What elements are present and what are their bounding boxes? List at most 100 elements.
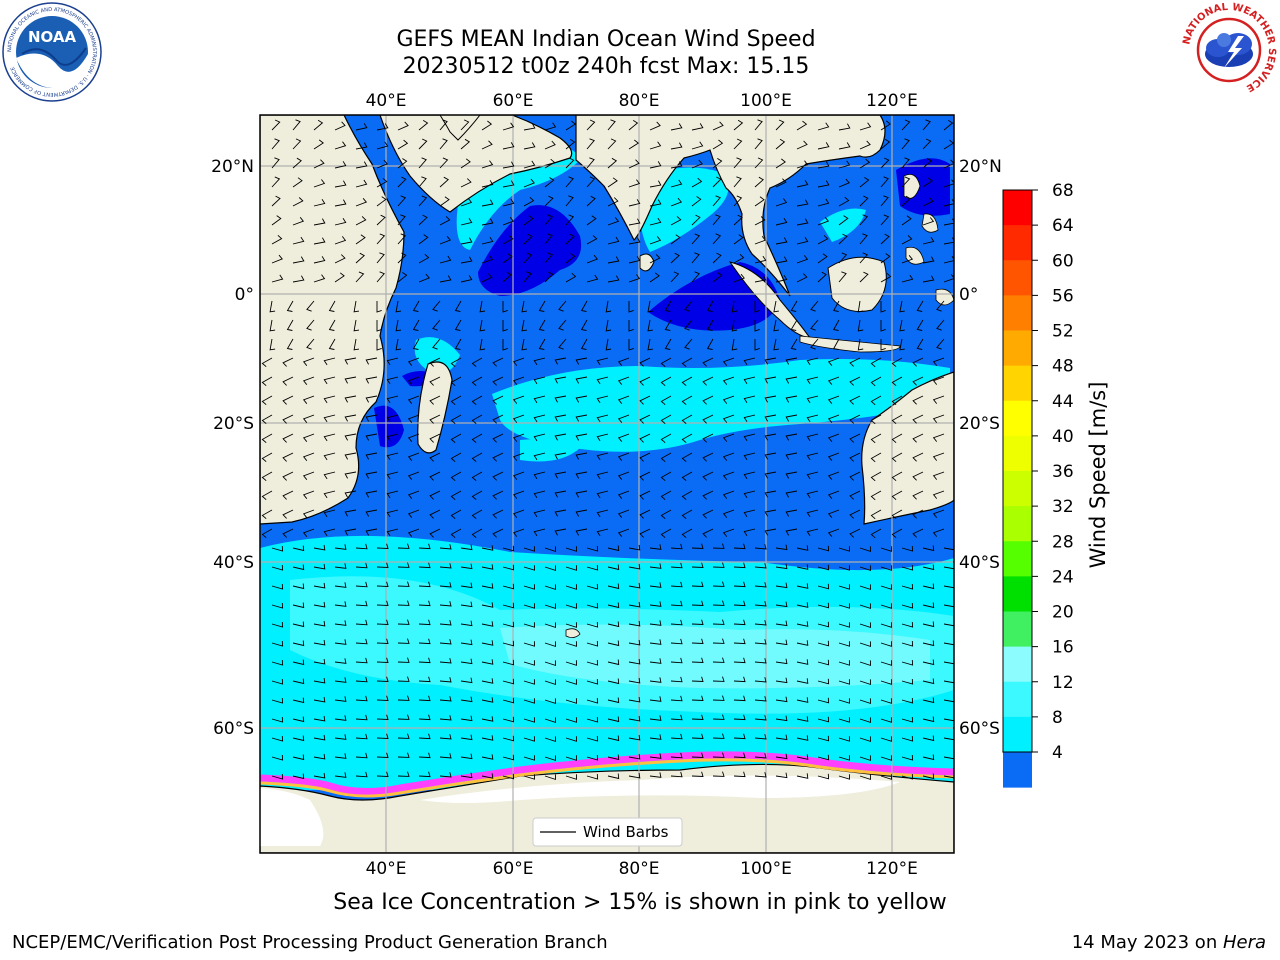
wind-barb [586, 583, 599, 590]
wind-barb [806, 471, 819, 480]
wind-barb [733, 600, 746, 607]
wind-barb [365, 414, 378, 422]
colorbar-tick-label: 4 [1052, 743, 1063, 763]
sea-ice-caption: Sea Ice Concentration > 15% is shown in … [333, 890, 947, 915]
wind-barb [754, 639, 767, 645]
wind-barb [365, 509, 378, 517]
wind-barb [544, 271, 554, 283]
wind-barb [901, 697, 914, 704]
wind-barb [334, 620, 347, 626]
lon-labels-bottom: 40°E 60°E 80°E 100°E 120°E [366, 859, 918, 879]
wind-barb [754, 696, 767, 702]
wind-barb [859, 622, 871, 629]
wind-barb [806, 357, 819, 366]
wind-barb [554, 528, 567, 536]
wind-barb [722, 509, 735, 518]
wind-barb [901, 678, 914, 685]
wind-barb [607, 659, 620, 666]
wind-barb [712, 176, 722, 188]
wind-barb [733, 253, 745, 264]
wind-barb [838, 622, 850, 628]
wind-barb [271, 716, 284, 723]
wind-barb [712, 272, 723, 283]
wind-barb [754, 601, 767, 607]
wind-barb [922, 621, 935, 628]
wind-barb [754, 119, 763, 131]
wind-barb [664, 319, 672, 331]
wind-barb [481, 255, 494, 264]
wind-barb [292, 545, 305, 552]
wind-barb [649, 236, 662, 245]
wind-barb [334, 199, 347, 207]
wind-barb [302, 395, 315, 404]
wind-barb [334, 715, 347, 721]
wind-barb [628, 753, 641, 760]
map-area [260, 115, 954, 853]
colorbar-ticks: 68 64 60 56 52 48 44 40 36 32 28 24 20 16 12 8 4 [1032, 181, 1074, 763]
wind-barb [796, 716, 809, 722]
wind-barb [660, 395, 672, 406]
wind-barb [943, 159, 954, 169]
wind-barb [376, 657, 389, 663]
wind-barb [901, 754, 914, 761]
colorbar-segment [1003, 646, 1032, 683]
wind-barb [733, 195, 743, 207]
wind-barb [313, 582, 326, 589]
noaa-logo: NOAA NATIONAL OCEANIC AND ATMOSPHERIC AD… [2, 2, 102, 102]
wind-barb [754, 658, 767, 664]
wind-barb [418, 752, 431, 759]
wind-barb [901, 773, 914, 780]
wind-barb [912, 376, 924, 386]
wind-barb [628, 544, 641, 551]
wind-barb [450, 490, 462, 501]
lat-labels-right: 20°N 0° 20°S 40°S 60°S [959, 157, 1002, 739]
wind-barb [334, 677, 347, 683]
wind-barb [647, 338, 653, 351]
wind-barb [407, 490, 420, 499]
wind-barb [775, 734, 788, 741]
wind-barb [586, 274, 599, 283]
wind-barb [565, 195, 574, 207]
wind-barb [796, 160, 809, 169]
wind-barb [554, 452, 567, 460]
wind-barb [460, 696, 473, 703]
wind-barb [943, 772, 954, 779]
wind-barb [857, 338, 864, 351]
wind-barb [565, 774, 577, 780]
wind-barb [922, 177, 933, 188]
wind-barb [859, 584, 871, 591]
wind-barb [353, 319, 360, 332]
colorbar-segment [1003, 681, 1032, 718]
wind-barb [596, 376, 609, 385]
wind-barb [743, 414, 756, 423]
wind-barb [702, 357, 714, 367]
wind-barb [706, 300, 714, 312]
wind-barb [439, 176, 449, 188]
wind-barb [639, 528, 651, 538]
wind-barb [733, 273, 745, 283]
wind-barb [502, 217, 515, 226]
wind-barb [575, 414, 588, 422]
wind-barb [660, 357, 672, 368]
wind-barb [912, 433, 924, 443]
wind-barb [681, 414, 693, 425]
wind-barb [429, 452, 441, 462]
wind-barb [817, 678, 830, 685]
colorbar-segment [1003, 471, 1032, 507]
wind-barb [639, 376, 651, 386]
wind-barb [932, 395, 945, 404]
wind-barb [754, 157, 764, 169]
wind-barb [649, 141, 662, 150]
wind-barb [460, 544, 473, 551]
wind-barb [554, 471, 567, 479]
wind-barb [849, 395, 861, 405]
wind-barb [838, 160, 851, 169]
footer-left: NCEP/EMC/Verification Post Processing Pr… [12, 932, 608, 953]
wind-barb [817, 122, 830, 131]
wind-barb [376, 771, 389, 777]
wind-barb [355, 657, 368, 664]
wind-barb [533, 452, 546, 461]
wind-barb [439, 639, 452, 645]
wind-barb [492, 490, 504, 500]
wind-barb [681, 357, 693, 368]
